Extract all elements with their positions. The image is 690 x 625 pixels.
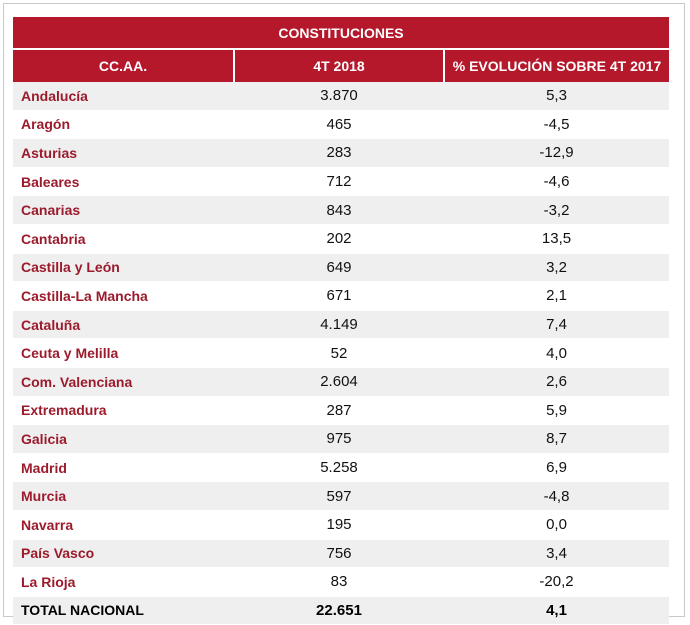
region-cell: TOTAL NACIONAL (13, 596, 234, 625)
region-cell: País Vasco (13, 539, 234, 569)
region-cell: Baleares (13, 167, 234, 197)
header-cell: % EVOLUCIÓN SOBRE 4T 2017 (442, 49, 670, 82)
header-cell: CC.AA. (13, 49, 234, 82)
value-cell: 5.258 (234, 453, 444, 483)
value-cell: -3,2 (444, 195, 670, 225)
region-cell: Murcia (13, 481, 234, 511)
region-cell: Canarias (13, 195, 234, 225)
value-cell: 843 (234, 195, 444, 225)
value-cell: 6,9 (444, 453, 670, 483)
value-cell: 756 (234, 539, 444, 569)
value-cell: -20,2 (444, 567, 670, 597)
value-cell: 2.604 (234, 367, 444, 397)
value-cell: 4.149 (234, 310, 444, 340)
value-cell: 13,5 (444, 224, 670, 254)
region-cell: Castilla y León (13, 253, 234, 283)
value-cell: 3,2 (444, 253, 670, 283)
value-cell: 4,0 (444, 338, 670, 368)
table-body: Andalucía 3.870 5,3 Aragón 465 -4,5 Asturias 28… (13, 82, 670, 625)
value-cell: 7,4 (444, 310, 670, 340)
region-cell: Andalucía (13, 82, 234, 111)
header-row: CC.AA. 4T 2018 % EVOLUCIÓN SOBRE 4T 2017 (13, 49, 670, 82)
region-cell: Madrid (13, 453, 234, 483)
table-row: Canarias 843 -3,2 (13, 195, 670, 225)
value-cell: 671 (234, 281, 444, 311)
value-cell: 2,1 (444, 281, 670, 311)
data-table: CONSTITUCIONES CC.AA. 4T 2018 % EVOLUCIÓ… (13, 17, 670, 625)
value-cell: 4,1 (444, 596, 670, 625)
table-row: Cantabria 202 13,5 (13, 224, 670, 254)
table-row: La Rioja 83 -20,2 (13, 567, 670, 597)
value-cell: 975 (234, 424, 444, 454)
value-cell: 5,3 (444, 82, 670, 111)
value-cell: -4,6 (444, 167, 670, 197)
value-cell: 3,4 (444, 539, 670, 569)
region-cell: Aragón (13, 110, 234, 140)
table-row: Galicia 975 8,7 (13, 424, 670, 454)
table-row: Castilla y León 649 3,2 (13, 253, 670, 283)
value-cell: 465 (234, 110, 444, 140)
table-row: Castilla-La Mancha 671 2,1 (13, 281, 670, 311)
region-cell: Cantabria (13, 224, 234, 254)
region-cell: Asturias (13, 138, 234, 168)
region-cell: La Rioja (13, 567, 234, 597)
table-row: Extremadura 287 5,9 (13, 396, 670, 426)
table-row: Com. Valenciana 2.604 2,6 (13, 367, 670, 397)
table-row: Cataluña 4.149 7,4 (13, 310, 670, 340)
value-cell: 22.651 (234, 596, 444, 625)
region-cell: Extremadura (13, 396, 234, 426)
value-cell: -4,5 (444, 110, 670, 140)
table-row: Navarra 195 0,0 (13, 510, 670, 540)
value-cell: 287 (234, 396, 444, 426)
value-cell: 0,0 (444, 510, 670, 540)
table-row: Ceuta y Melilla 52 4,0 (13, 338, 670, 368)
region-cell: Cataluña (13, 310, 234, 340)
total-row: TOTAL NACIONAL 22.651 4,1 (13, 596, 670, 625)
value-cell: 8,7 (444, 424, 670, 454)
table-title: CONSTITUCIONES (13, 17, 670, 50)
header-cell: 4T 2018 (233, 49, 444, 82)
value-cell: 83 (234, 567, 444, 597)
table-row: Murcia 597 -4,8 (13, 481, 670, 511)
table-row: País Vasco 756 3,4 (13, 539, 670, 569)
region-cell: Ceuta y Melilla (13, 338, 234, 368)
table-row: Baleares 712 -4,6 (13, 167, 670, 197)
value-cell: 3.870 (234, 82, 444, 111)
region-cell: Castilla-La Mancha (13, 281, 234, 311)
value-cell: 52 (234, 338, 444, 368)
value-cell: 597 (234, 481, 444, 511)
value-cell: -12,9 (444, 138, 670, 168)
value-cell: 283 (234, 138, 444, 168)
value-cell: 712 (234, 167, 444, 197)
value-cell: 5,9 (444, 396, 670, 426)
value-cell: 649 (234, 253, 444, 283)
table-row: Andalucía 3.870 5,3 (13, 82, 670, 111)
table-row: Asturias 283 -12,9 (13, 138, 670, 168)
value-cell: 202 (234, 224, 444, 254)
value-cell: -4,8 (444, 481, 670, 511)
region-cell: Galicia (13, 424, 234, 454)
value-cell: 2,6 (444, 367, 670, 397)
table-row: Aragón 465 -4,5 (13, 110, 670, 140)
region-cell: Com. Valenciana (13, 367, 234, 397)
region-cell: Navarra (13, 510, 234, 540)
value-cell: 195 (234, 510, 444, 540)
table-row: Madrid 5.258 6,9 (13, 453, 670, 483)
